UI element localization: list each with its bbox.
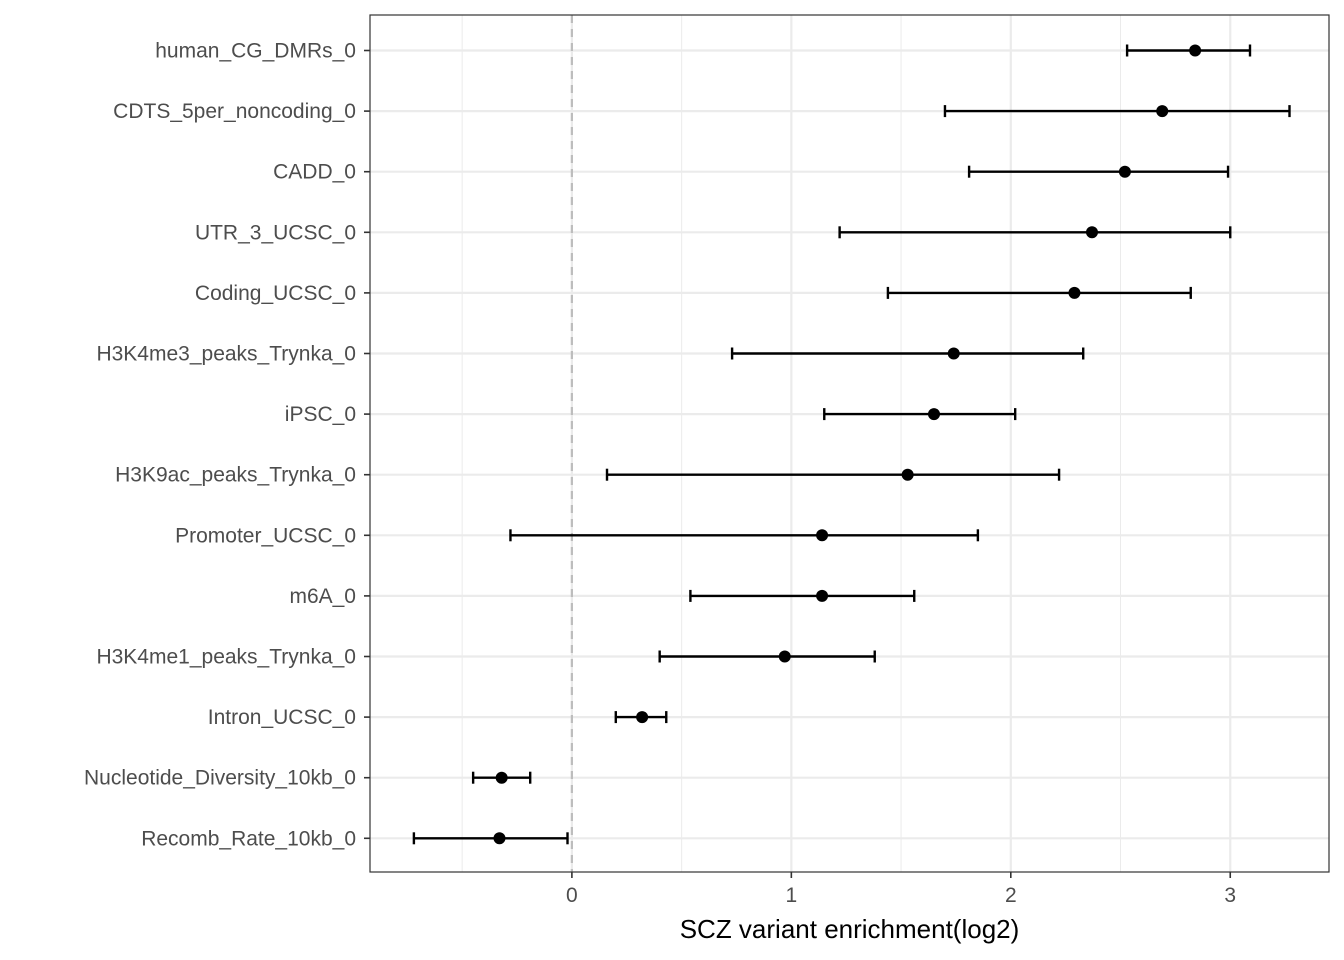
x-tick-label: 3: [1224, 884, 1236, 907]
estimate-point: [495, 771, 508, 784]
estimate-point: [816, 589, 829, 602]
x-tick-label: 1: [786, 884, 798, 907]
x-tick-label: 2: [1005, 884, 1017, 907]
y-tick-label: CADD_0: [273, 161, 356, 184]
estimate-point: [927, 408, 940, 421]
minor-grid: [461, 15, 1122, 872]
estimate-point: [493, 832, 506, 845]
estimate-point: [1118, 165, 1131, 178]
y-tick-label: Coding_UCSC_0: [195, 282, 356, 305]
y-tick-label: human_CG_DMRs_0: [155, 40, 356, 63]
error-bar: [823, 408, 1017, 421]
estimate-point: [901, 468, 914, 481]
error-bar: [689, 589, 916, 602]
estimate-point: [1189, 44, 1202, 57]
estimate-point: [778, 650, 791, 663]
y-tick-label: Recomb_Rate_10kb_0: [141, 827, 356, 850]
error-bar: [967, 165, 1230, 178]
error-bar: [886, 286, 1192, 299]
estimate-point: [1156, 105, 1169, 118]
y-tick-label: iPSC_0: [285, 403, 356, 426]
y-tick-label: H3K4me1_peaks_Trynka_0: [96, 646, 356, 669]
y-tick-label: Intron_UCSC_0: [208, 706, 356, 729]
error-bar: [943, 105, 1291, 118]
x-tick-label: 0: [566, 884, 578, 907]
error-bar: [605, 468, 1061, 481]
estimate-point: [1068, 286, 1081, 299]
data-points: [493, 44, 1202, 845]
y-tick-label: Nucleotide_Diversity_10kb_0: [84, 767, 356, 790]
y-tick-label: H3K4me3_peaks_Trynka_0: [96, 343, 356, 366]
estimate-point: [816, 529, 829, 542]
y-tick-label: H3K9ac_peaks_Trynka_0: [115, 464, 356, 487]
error-bar: [412, 832, 569, 845]
y-tick-label: CDTS_5per_noncoding_0: [113, 100, 356, 123]
estimate-point: [947, 347, 960, 360]
error-bar: [658, 650, 876, 663]
y-tick-label: m6A_0: [289, 585, 356, 608]
major-grid: [370, 15, 1329, 872]
estimate-point: [636, 711, 649, 724]
x-axis-ticks: 0 1 2 3: [566, 872, 1236, 907]
panel-border: [369, 14, 1330, 873]
error-bar: [509, 529, 980, 542]
y-axis-ticks: human_CG_DMRs_0 CDTS_5per_noncoding_0 CADD…: [84, 40, 370, 850]
error-bar: [1125, 44, 1252, 57]
x-axis-title: SCZ variant enrichment(log2): [680, 914, 1020, 944]
error-bar: [730, 347, 1085, 360]
error-bar: [838, 226, 1232, 239]
y-tick-label: UTR_3_UCSC_0: [195, 221, 356, 244]
y-tick-label: Promoter_UCSC_0: [175, 524, 356, 547]
estimate-point: [1085, 226, 1098, 239]
error-bars: [412, 44, 1291, 845]
